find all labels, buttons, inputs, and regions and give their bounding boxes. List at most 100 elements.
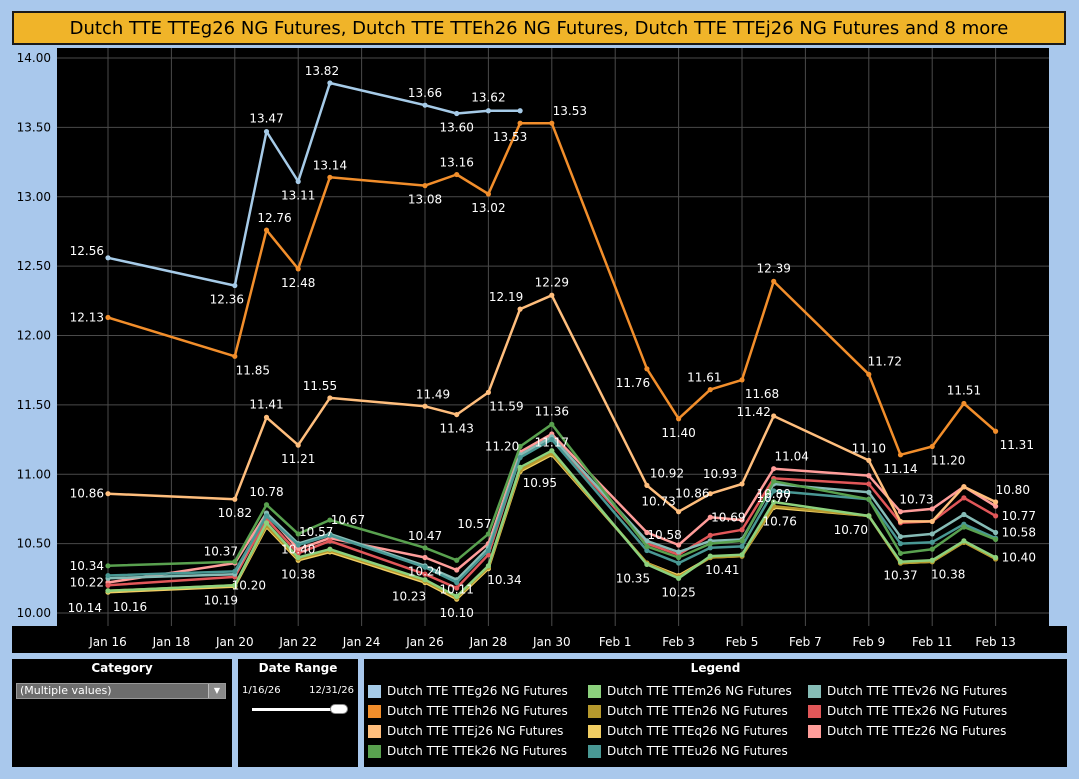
data-label: 10.19 <box>204 594 238 608</box>
legend-swatch <box>588 704 601 718</box>
data-point <box>993 554 999 561</box>
data-label: 12.76 <box>257 211 291 225</box>
y-tick-label: 10.00 <box>17 606 51 620</box>
y-tick-label: 10.50 <box>17 537 51 551</box>
data-point <box>644 529 650 536</box>
data-label: 10.11 <box>440 583 474 597</box>
legend-item[interactable]: Dutch TTE TTEg26 NG Futures <box>368 681 588 701</box>
data-point <box>929 506 935 512</box>
legend-item[interactable]: Dutch TTE TTEn26 NG Futures <box>588 701 808 721</box>
legend-swatch <box>808 704 821 718</box>
data-point <box>454 579 460 586</box>
data-label: 11.55 <box>303 379 337 393</box>
data-point <box>866 481 872 487</box>
data-point <box>263 513 270 519</box>
data-point <box>676 416 682 422</box>
data-label: 10.37 <box>883 569 917 583</box>
data-point <box>549 436 555 443</box>
legend-item[interactable]: Dutch TTE TTEx26 NG Futures <box>808 701 1028 721</box>
data-point <box>707 514 713 520</box>
data-point <box>422 554 428 561</box>
x-tick-label: Jan 24 <box>342 635 381 649</box>
legend-swatch <box>808 684 821 698</box>
legend-item[interactable]: Dutch TTE TTEv26 NG Futures <box>808 681 1028 701</box>
data-point <box>897 509 904 515</box>
data-label: 12.19 <box>489 290 523 304</box>
x-tick-label: Feb 9 <box>852 635 885 649</box>
data-label: 10.57 <box>299 525 333 539</box>
legend-label: Dutch TTE TTEn26 NG Futures <box>607 704 788 718</box>
data-point <box>232 496 238 502</box>
category-select-value: (Multiple values) <box>20 684 112 697</box>
legend-item[interactable]: Dutch TTE TTEk26 NG Futures <box>368 741 588 761</box>
data-label: 11.51 <box>947 383 981 397</box>
data-point <box>707 387 713 393</box>
legend-item[interactable]: Dutch TTE TTEz26 NG Futures <box>808 721 1028 741</box>
legend-item[interactable]: Dutch TTE TTEh26 NG Futures <box>368 701 588 721</box>
data-label: 11.20 <box>931 454 965 468</box>
data-point <box>929 539 935 545</box>
data-point <box>327 532 333 538</box>
legend-swatch <box>368 684 381 698</box>
legend-item[interactable]: Dutch TTE TTEu26 NG Futures <box>588 741 808 761</box>
data-point <box>739 552 745 558</box>
y-tick-label: 14.00 <box>17 51 51 65</box>
data-label: 11.85 <box>236 363 270 377</box>
series-line <box>107 423 997 568</box>
data-point <box>961 484 967 490</box>
data-label: 10.40 <box>281 543 315 557</box>
data-point <box>929 518 935 525</box>
data-point <box>897 452 904 458</box>
data-label: 12.48 <box>281 276 315 290</box>
legend-item[interactable]: Dutch TTE TTEm26 NG Futures <box>588 681 808 701</box>
data-point <box>517 108 523 114</box>
data-point <box>263 414 270 420</box>
legend-item[interactable]: Dutch TTE TTEq26 NG Futures <box>588 721 808 741</box>
data-point <box>676 560 682 566</box>
chart-area: 10.00 10.50 11.00 11.50 12.00 12.50 13.00 13.50… <box>12 48 1067 653</box>
data-label: 11.40 <box>661 426 695 440</box>
legend-label: Dutch TTE TTEg26 NG Futures <box>387 684 568 698</box>
series-line <box>107 121 997 457</box>
data-point <box>295 442 301 448</box>
data-point <box>993 499 999 505</box>
data-point <box>454 567 460 573</box>
data-point <box>897 534 904 540</box>
data-label: 11.42 <box>737 405 771 419</box>
data-point <box>866 371 872 377</box>
data-point <box>263 128 270 135</box>
data-point <box>263 502 270 508</box>
data-label: 10.14 <box>68 601 102 615</box>
date-range-slider-track[interactable] <box>252 708 334 711</box>
legend-swatch <box>588 684 601 698</box>
legend-swatch <box>368 744 381 758</box>
legend-item[interactable]: Dutch TTE TTEj26 NG Futures <box>368 721 588 741</box>
data-point <box>232 582 238 588</box>
data-label: 11.68 <box>745 387 779 401</box>
data-point <box>866 489 872 495</box>
chevron-down-icon[interactable]: ▼ <box>208 684 225 698</box>
data-point <box>327 80 333 86</box>
date-range-slider-handle[interactable] <box>330 704 348 714</box>
x-tick-label: Feb 1 <box>599 635 632 649</box>
data-point <box>105 588 111 594</box>
data-point <box>707 491 713 497</box>
x-tick-label: Feb 5 <box>726 635 759 649</box>
data-point <box>549 120 555 126</box>
data-label: 13.16 <box>440 156 474 170</box>
data-point <box>739 527 745 533</box>
legend-label: Dutch TTE TTEx26 NG Futures <box>827 704 1008 718</box>
data-label: 10.24 <box>408 565 442 579</box>
series-line <box>107 436 997 590</box>
data-point <box>454 110 460 117</box>
y-tick-label: 13.50 <box>17 120 51 134</box>
data-point <box>105 314 111 321</box>
data-point <box>676 575 682 581</box>
data-point <box>105 582 111 588</box>
data-point <box>771 478 777 484</box>
chart-title: Dutch TTE TTEg26 NG Futures, Dutch TTE T… <box>12 11 1066 45</box>
y-tick-label: 12.00 <box>17 329 51 343</box>
data-point <box>295 531 301 537</box>
category-select[interactable]: (Multiple values) ▼ <box>16 683 226 699</box>
legend-label: Dutch TTE TTEq26 NG Futures <box>607 724 788 738</box>
